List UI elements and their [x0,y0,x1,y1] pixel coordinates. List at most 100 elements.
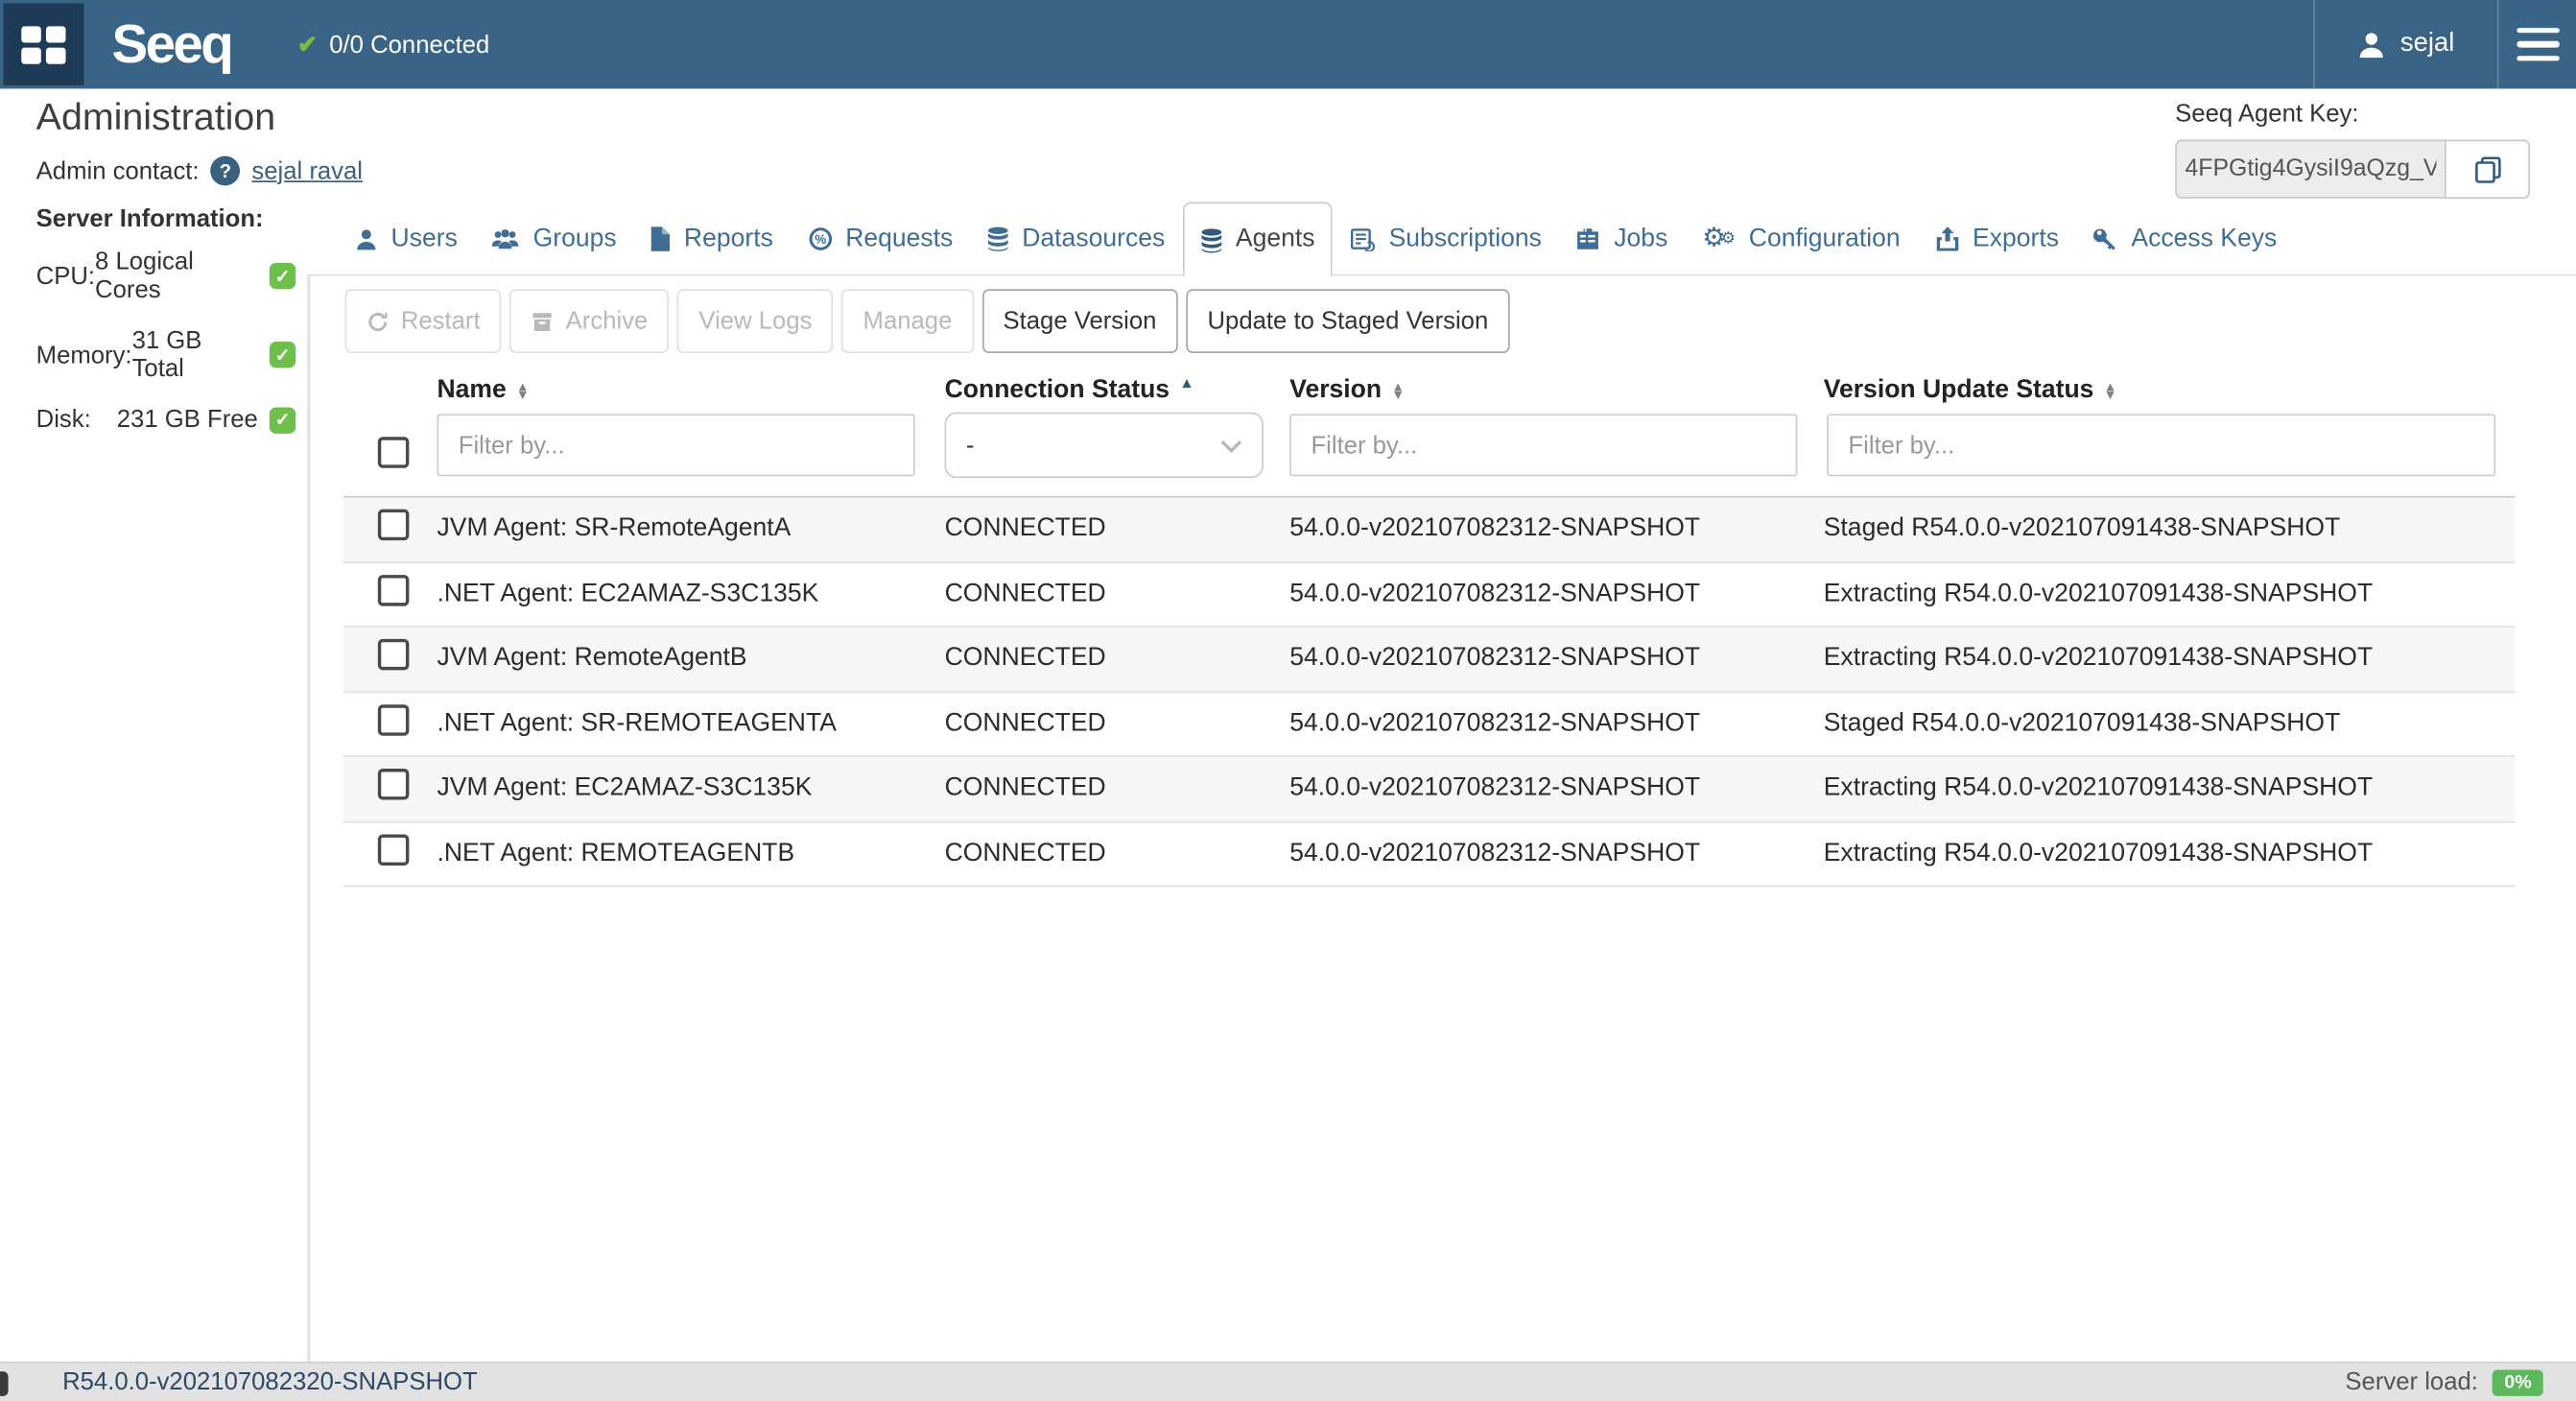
table-row[interactable]: .NET Agent: EC2AMAZ-S3C135K CONNECTED 54… [343,562,2516,628]
row-checkbox[interactable] [377,703,410,736]
archive-button[interactable]: Archive [509,289,670,353]
agent-name: .NET Agent: EC2AMAZ-S3C135K [437,579,819,607]
agent-key-label: Seeq Agent Key: [2175,100,2359,129]
grid-icon [21,25,66,63]
database-icon [1201,227,1222,252]
check-square-icon: ✓ [269,342,296,368]
tab-users[interactable]: Users [339,202,474,276]
row-checkbox[interactable] [377,510,410,541]
user-menu[interactable]: sejal [2313,0,2497,89]
table-row[interactable]: JVM Agent: RemoteAgentB CONNECTED 54.0.0… [343,627,2516,693]
server-load-badge: 0% [2493,1368,2543,1396]
server-info-row-cpu: CPU: 8 Logical Cores ✓ [36,248,296,304]
app-switcher-button[interactable] [3,3,84,86]
version-update-status-value: Staged R54.0.0-v202107091438-SNAPSHOT [1823,514,2341,543]
sort-asc-icon: ▲ [1179,374,1194,392]
page-title: Administration [35,95,276,138]
name-filter-input[interactable] [437,414,915,477]
help-icon[interactable]: ? [210,155,241,186]
copy-icon [2474,155,2500,182]
connection-status-filter-select[interactable]: - [944,412,1264,479]
connection-status-value: CONNECTED [944,773,1106,802]
admin-contact: Admin contact: ? sejal raval [36,155,364,186]
sort-icon: ▲ ▼ [1391,378,1405,403]
agent-name: JVM Agent: SR-RemoteAgentA [437,514,792,543]
tab-agents[interactable]: Agents [1183,202,1334,276]
key-icon [2093,226,2118,251]
connection-status-value: CONNECTED [944,514,1106,543]
agent-name: .NET Agent: SR-REMOTEAGENTA [437,708,837,738]
row-checkbox[interactable] [377,834,410,866]
server-info-row-memory: Memory: 31 GB Total ✓ [36,327,296,383]
update-to-staged-version-button[interactable]: Update to Staged Version [1186,289,1510,353]
column-header-name[interactable]: Name ▲ ▼ [437,375,530,405]
user-icon [2359,32,2383,58]
hamburger-menu-button[interactable] [2496,0,2576,89]
admin-tabs: Users Groups Reports % Requests Datasour… [339,202,2295,276]
top-bar: Seeq ✔ 0/0 Connected sejal [0,0,2576,89]
version-value: 54.0.0-v202107082312-SNAPSHOT [1289,579,1701,607]
connection-status-value: CONNECTED [944,644,1106,673]
agent-key-input[interactable] [2175,139,2446,200]
row-checkbox[interactable] [377,574,410,606]
tab-configuration[interactable]: ⚙ ⚙ Configuration [1702,224,1901,252]
version-filter-input[interactable] [1289,414,1798,477]
user-icon [355,227,378,250]
file-icon [651,226,672,251]
admin-contact-link[interactable]: sejal raval [251,156,364,185]
version-value: 54.0.0-v202107082312-SNAPSHOT [1289,514,1701,543]
tab-datasources[interactable]: Datasources [971,202,1181,276]
sort-icon: ▲ ▼ [2103,378,2117,403]
percent-circle-icon: % [808,226,833,251]
row-checkbox[interactable] [377,639,410,671]
select-all-checkbox[interactable] [377,437,410,468]
connection-status-value: CONNECTED [944,708,1106,738]
version-value: 54.0.0-v202107082312-SNAPSHOT [1289,644,1701,673]
connection-status-value: CONNECTED [944,579,1106,607]
hamburger-icon [2516,27,2560,34]
sidebar-handle[interactable] [0,1371,9,1396]
agent-key-section: Seeq Agent Key: [2175,100,2531,200]
table-row[interactable]: .NET Agent: SR-REMOTEAGENTA CONNECTED 54… [343,692,2516,758]
row-checkbox[interactable] [377,769,410,800]
connection-status[interactable]: ✔ 0/0 Connected [297,30,490,59]
agents-table: JVM Agent: SR-RemoteAgentA CONNECTED 54.… [343,495,2516,888]
tab-jobs[interactable]: Jobs [1560,202,1685,276]
status-bar: R54.0.0-v202107082320-SNAPSHOT Server lo… [0,1361,2576,1401]
update-status-filter-input[interactable] [1827,414,2496,477]
archive-icon [532,312,553,331]
tab-groups[interactable]: Groups [476,202,633,276]
user-name: sejal [2399,29,2455,58]
manage-button[interactable]: Manage [841,289,974,353]
gears-icon: ⚙ ⚙ [1702,224,1737,252]
version-value: 54.0.0-v202107082312-SNAPSHOT [1289,708,1701,738]
table-row[interactable]: .NET Agent: REMOTEAGENTB CONNECTED 54.0.… [343,822,2516,888]
table-row[interactable]: JVM Agent: SR-RemoteAgentA CONNECTED 54.… [343,497,2516,563]
check-square-icon: ✓ [269,406,296,434]
tab-reports[interactable]: Reports [635,202,790,276]
chevron-down-icon [1220,432,1242,454]
server-load-label: Server load: [2345,1367,2478,1396]
tab-exports[interactable]: Exports [1919,202,2076,276]
seeq-logo[interactable]: Seeq [111,12,233,75]
version-update-status-value: Extracting R54.0.0-v202107091438-SNAPSHO… [1823,579,2374,607]
version-update-status-value: Extracting R54.0.0-v202107091438-SNAPSHO… [1823,644,2374,673]
version-update-status-value: Extracting R54.0.0-v202107091438-SNAPSHO… [1823,773,2374,802]
column-header-version-update-status[interactable]: Version Update Status ▲ ▼ [1823,375,2117,405]
copy-button[interactable] [2445,139,2531,200]
view-logs-button[interactable]: View Logs [677,289,834,353]
tab-access-keys[interactable]: Access Keys [2077,202,2294,276]
column-header-connection-status[interactable]: Connection Status ▲ [944,374,1194,405]
restart-button[interactable]: Restart [344,289,502,353]
svg-text:%: % [815,232,826,247]
stage-version-button[interactable]: Stage Version [981,289,1178,353]
connection-status-value: CONNECTED [944,839,1106,867]
column-header-version[interactable]: Version ▲ ▼ [1289,375,1405,405]
table-row[interactable]: JVM Agent: EC2AMAZ-S3C135K CONNECTED 54.… [343,757,2516,822]
newspaper-refresh-icon [1351,226,1376,251]
server-info-title: Server Information: [35,204,264,234]
agent-name: .NET Agent: REMOTEAGENTB [437,839,795,867]
connection-status-label: 0/0 Connected [329,30,490,59]
tab-requests[interactable]: % Requests [792,202,970,276]
tab-subscriptions[interactable]: Subscriptions [1335,202,1558,276]
